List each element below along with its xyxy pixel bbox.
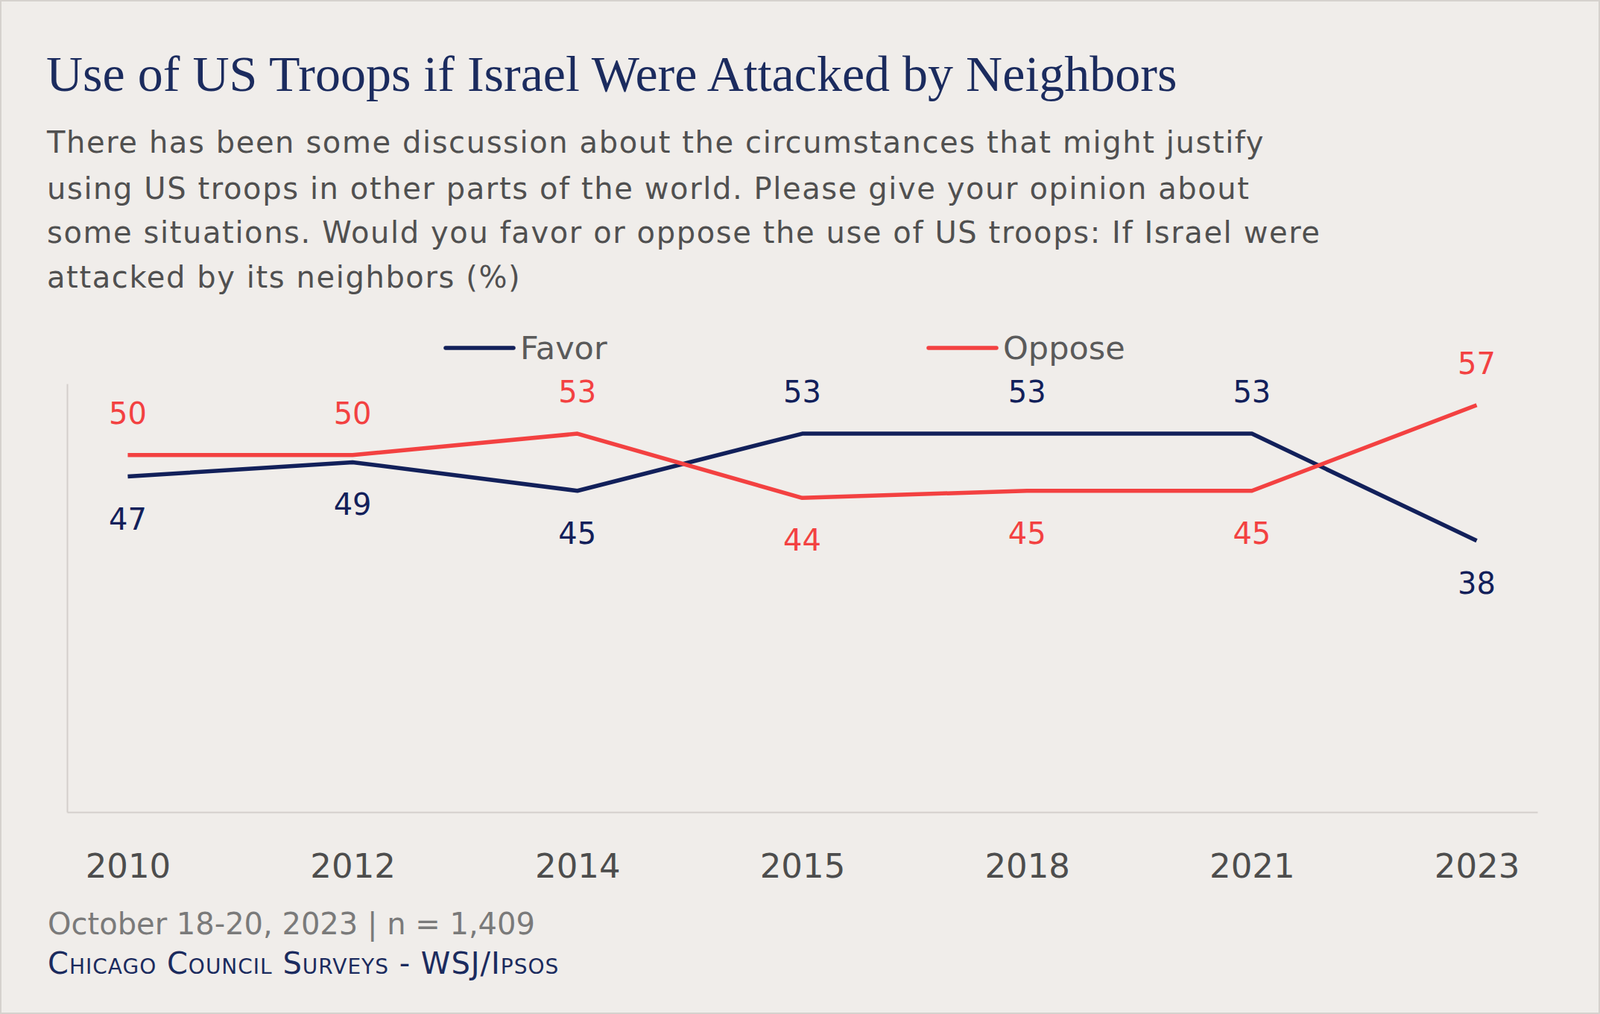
x-tick: 2018 [984,812,1071,887]
subtitle: There has been some discussion about the… [46,125,1265,160]
data-label: 38 [1457,566,1496,601]
x-axis: 2010 2012 2014 2015 2018 2021 2023 [67,812,1539,887]
data-label: 47 [108,502,147,537]
y-axis [67,384,68,814]
legend-label: Favor [520,329,608,367]
data-label: 50 [333,396,372,431]
source: Chicago Council Surveys - WSJ/Ipsos [47,946,559,981]
data-label: 53 [1232,374,1271,410]
data-label: 49 [333,487,372,522]
data-label: 45 [1232,516,1271,551]
title: Use of US Troops if Israel Were Attacked… [46,45,1177,103]
series-line [127,405,1477,499]
data-label: 53 [558,374,597,410]
lines [127,405,1477,542]
x-tick-label: 2018 [984,846,1071,887]
data-label: 57 [1457,346,1496,381]
data-label: 50 [108,396,147,431]
data-label: 44 [783,523,822,558]
data-label: 53 [1008,374,1047,410]
x-tick: 2021 [1209,812,1296,887]
x-tick-label: 2021 [1209,846,1296,887]
data-label: 53 [783,374,822,410]
subtitle: attacked by its neighbors (%) [46,260,521,295]
x-tick-label: 2015 [760,846,846,887]
x-tick-label: 2012 [310,846,396,887]
legend-swatch [445,345,514,351]
background [0,0,1600,1014]
subtitle: using US troops in other parts of the wo… [46,171,1251,206]
data-labels: 47 49 45 53 53 53 38 50 50 53 44 45 45 57 [108,346,1496,601]
data-label: 45 [558,516,597,551]
chart: Use of US Troops if Israel Were Attacked… [0,0,1600,1014]
legend-swatch [928,345,997,351]
legend: Favor Oppose [445,329,1126,367]
subtitle: some situations. Would you favor or oppo… [46,215,1322,250]
x-tick-label: 2010 [85,846,172,887]
note: October 18-20, 2023 | n = 1,409 [47,906,536,942]
x-tick: 2012 [310,812,396,887]
x-tick-label: 2023 [1434,846,1521,887]
x-tick-label: 2014 [535,846,621,887]
x-tick: 2010 [85,812,172,887]
x-axis-line [67,812,1539,814]
x-tick: 2014 [535,812,621,887]
data-label: 45 [1008,516,1047,551]
legend-label: Oppose [1003,329,1126,367]
x-tick: 2015 [760,812,846,887]
y-axis-line [67,384,69,814]
x-tick: 2023 [1434,812,1521,887]
